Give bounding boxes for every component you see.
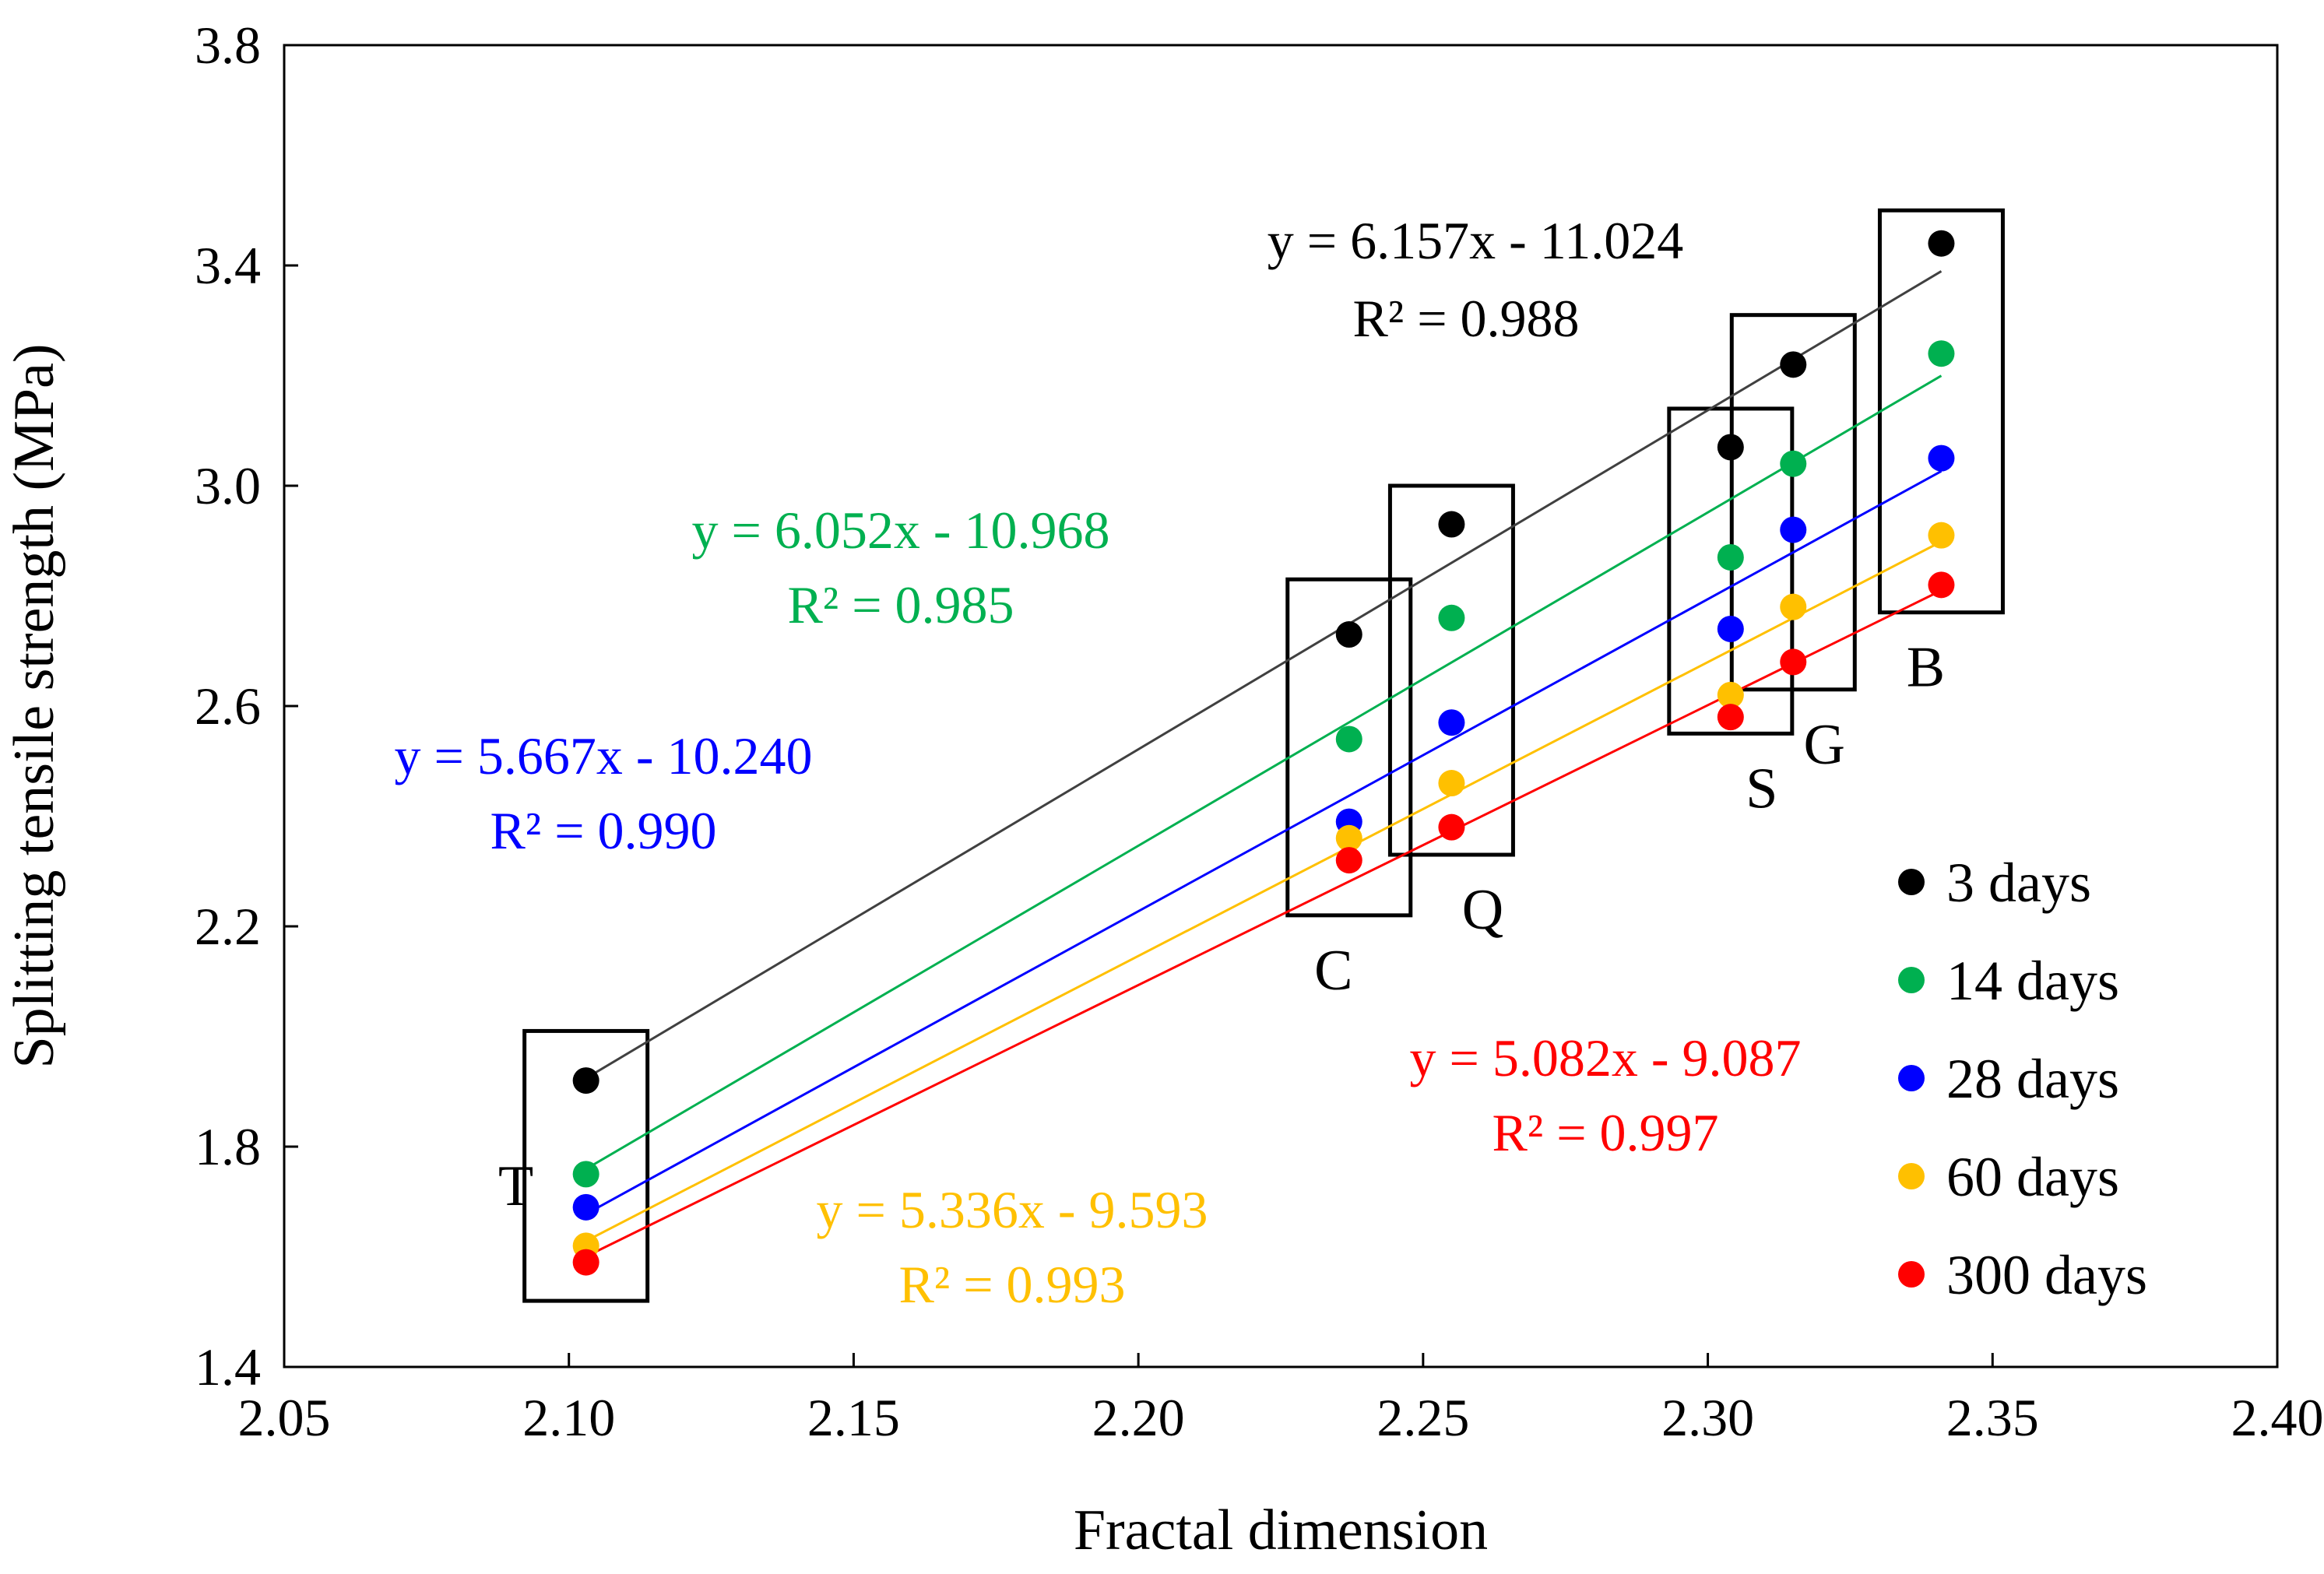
equation-60-days: y = 5.336x - 9.593 (817, 1180, 1208, 1239)
legend: 3 days 14 days 28 days 60 days 300 days (1898, 852, 2147, 1306)
point-3-days-q (1438, 511, 1465, 538)
group-label-q: Q (1462, 878, 1503, 942)
group-label-t: T (498, 1154, 533, 1218)
point-3-days-t (572, 1067, 599, 1094)
point-300-days-b (1928, 571, 1955, 599)
y-tick-label-1-4: 1.4 (195, 1337, 261, 1397)
point-14-days-s (1717, 543, 1744, 571)
x-tick-label-2-40: 2.40 (2231, 1388, 2324, 1447)
trendlines (585, 270, 1943, 1258)
point-14-days-b (1928, 340, 1955, 367)
point-60-days-q (1438, 770, 1465, 797)
equation-28-days: y = 5.667x - 10.240 (395, 726, 813, 785)
point-300-days-g (1780, 648, 1807, 676)
y-tick-label-3-4: 3.4 (195, 236, 261, 295)
point-60-days-s (1717, 681, 1744, 708)
point-60-days-b (1928, 522, 1955, 549)
point-300-days-q (1438, 813, 1465, 841)
legend-label-28-days: 28 days (1946, 1048, 2119, 1110)
point-14-days-c (1335, 726, 1362, 753)
group-label-c: C (1314, 939, 1352, 1003)
y-tick-label-3-0: 3.0 (195, 456, 261, 515)
group-box-q (1387, 483, 1515, 857)
y-axis-ticks: 1.4 1.8 2.2 2.6 3.0 3.4 3.8 (195, 16, 298, 1397)
group-box-t (522, 1028, 650, 1303)
group-box-g (1729, 313, 1857, 692)
point-3-days-b (1928, 230, 1955, 257)
x-tick-label-2-10: 2.10 (522, 1388, 615, 1447)
point-3-days-c (1335, 621, 1362, 648)
point-14-days-g (1780, 450, 1807, 477)
point-300-days-s (1717, 704, 1744, 731)
legend-label-300-days: 300 days (1946, 1244, 2147, 1306)
legend-label-3-days: 3 days (1946, 852, 2091, 914)
trendline-3-days (585, 270, 1943, 1080)
equation-14-days: y = 6.052x - 10.968 (692, 501, 1110, 560)
point-300-days-c (1335, 847, 1362, 874)
legend-marker-300-days (1898, 1261, 1925, 1288)
legend-label-14-days: 14 days (1946, 950, 2119, 1012)
y-axis-title: Splitting tensile strength (MPa) (2, 343, 66, 1068)
group-label-b: B (1907, 636, 1945, 700)
point-60-days-g (1780, 593, 1807, 620)
r2-28-days: R² = 0.990 (490, 801, 716, 860)
point-28-days-q (1438, 709, 1465, 736)
point-3-days-s (1717, 434, 1744, 461)
point-300-days-t (572, 1249, 599, 1276)
group-label-g: G (1804, 713, 1845, 777)
x-tick-label-2-20: 2.20 (1092, 1388, 1185, 1447)
point-28-days-b (1928, 444, 1955, 472)
y-tick-label-1-8: 1.8 (195, 1117, 261, 1176)
x-tick-label-2-30: 2.30 (1661, 1388, 1754, 1447)
equation-3-days: y = 6.157x - 11.024 (1267, 211, 1683, 270)
group-box-c (1285, 577, 1413, 918)
legend-marker-14-days (1898, 967, 1925, 993)
trendline-14-days (585, 374, 1943, 1171)
equation-300-days: y = 5.082x - 9.087 (1410, 1028, 1802, 1087)
x-axis-ticks: 2.05 2.10 2.15 2.20 2.25 2.30 2.35 2.40 (238, 1353, 2324, 1447)
group-label-s: S (1746, 757, 1777, 820)
trendline-28-days (585, 469, 1943, 1215)
trendline-300-days (585, 589, 1943, 1258)
legend-marker-3-days (1898, 869, 1925, 895)
r2-60-days: R² = 0.993 (898, 1255, 1125, 1314)
point-60-days-c (1335, 824, 1362, 852)
point-3-days-g (1780, 351, 1807, 378)
x-tick-label-2-15: 2.15 (807, 1388, 900, 1447)
point-28-days-t (572, 1193, 599, 1221)
y-tick-label-3-8: 3.8 (195, 16, 261, 75)
legend-marker-60-days (1898, 1163, 1925, 1189)
plot-area (283, 44, 2279, 1368)
x-tick-label-2-25: 2.25 (1376, 1388, 1469, 1447)
legend-label-60-days: 60 days (1946, 1146, 2119, 1208)
point-14-days-t (572, 1161, 599, 1188)
trendline-60-days (585, 540, 1943, 1242)
legend-marker-28-days (1898, 1065, 1925, 1091)
point-14-days-q (1438, 604, 1465, 631)
y-tick-label-2-2: 2.2 (195, 897, 261, 956)
point-28-days-s (1717, 615, 1744, 642)
x-axis-title: Fractal dimension (1074, 1498, 1488, 1562)
r2-3-days: R² = 0.988 (1352, 289, 1579, 348)
r2-300-days: R² = 0.997 (1492, 1103, 1718, 1162)
y-tick-label-2-6: 2.6 (195, 676, 261, 736)
x-tick-label-2-35: 2.35 (1946, 1388, 2039, 1447)
fit-equations: y = 6.157x - 11.024 R² = 0.988 y = 6.052… (395, 211, 1802, 1314)
data-points (572, 230, 1955, 1276)
x-tick-label-2-05: 2.05 (238, 1388, 331, 1447)
point-28-days-g (1780, 516, 1807, 543)
r2-14-days: R² = 0.985 (787, 575, 1014, 634)
